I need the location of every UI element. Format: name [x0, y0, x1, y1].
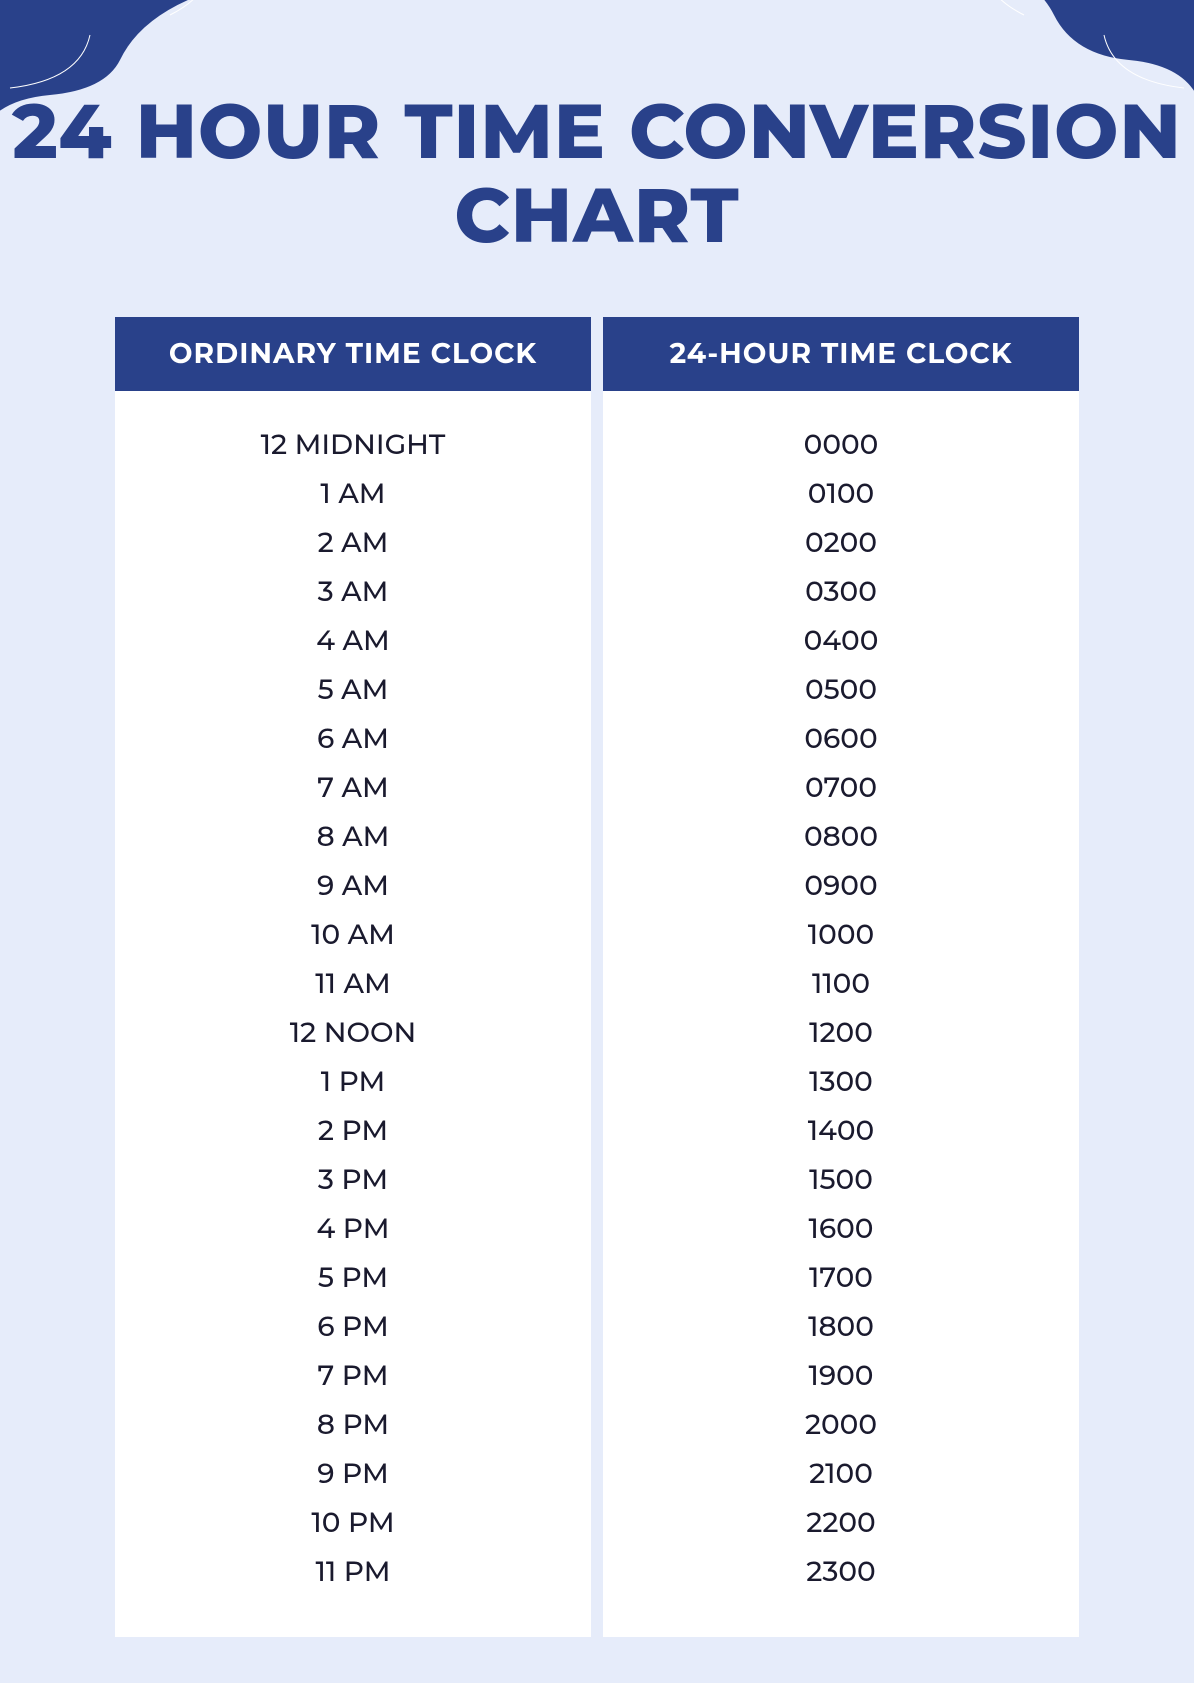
table-cell-ordinary: 11 AM: [135, 960, 571, 1009]
table-cell-military: 2200: [623, 1499, 1059, 1548]
table-cell-ordinary: 6 AM: [135, 715, 571, 764]
column-body-ordinary: 12 MIDNIGHT1 AM2 AM3 AM4 AM5 AM6 AM7 AM8…: [115, 391, 591, 1637]
table-cell-ordinary: 1 AM: [135, 470, 571, 519]
table-cell-military: 2000: [623, 1401, 1059, 1450]
table-cell-military: 0700: [623, 764, 1059, 813]
conversion-table: ORDINARY TIME CLOCK 12 MIDNIGHT1 AM2 AM3…: [115, 317, 1079, 1637]
column-ordinary: ORDINARY TIME CLOCK 12 MIDNIGHT1 AM2 AM3…: [115, 317, 591, 1637]
table-cell-military: 1500: [623, 1156, 1059, 1205]
table-cell-ordinary: 10 PM: [135, 1499, 571, 1548]
table-cell-ordinary: 11 PM: [135, 1548, 571, 1597]
table-cell-military: 1800: [623, 1303, 1059, 1352]
decorative-blob-top-left: [0, 0, 260, 140]
table-cell-ordinary: 6 PM: [135, 1303, 571, 1352]
table-cell-military: 1100: [623, 960, 1059, 1009]
table-cell-ordinary: 3 AM: [135, 568, 571, 617]
table-cell-ordinary: 2 AM: [135, 519, 571, 568]
table-cell-military: 1900: [623, 1352, 1059, 1401]
table-cell-military: 0600: [623, 715, 1059, 764]
column-header-military: 24-HOUR TIME CLOCK: [603, 317, 1079, 391]
table-cell-military: 1000: [623, 911, 1059, 960]
table-cell-ordinary: 7 AM: [135, 764, 571, 813]
table-cell-military: 1700: [623, 1254, 1059, 1303]
column-military: 24-HOUR TIME CLOCK 000001000200030004000…: [603, 317, 1079, 1637]
table-cell-military: 1200: [623, 1009, 1059, 1058]
table-cell-military: 0400: [623, 617, 1059, 666]
table-cell-ordinary: 5 AM: [135, 666, 571, 715]
table-cell-military: 2100: [623, 1450, 1059, 1499]
column-body-military: 0000010002000300040005000600070008000900…: [603, 391, 1079, 1637]
table-cell-ordinary: 5 PM: [135, 1254, 571, 1303]
table-cell-military: 0200: [623, 519, 1059, 568]
table-cell-military: 1400: [623, 1107, 1059, 1156]
table-cell-military: 0800: [623, 813, 1059, 862]
decorative-blob-top-right: [934, 0, 1194, 140]
table-cell-ordinary: 12 NOON: [135, 1009, 571, 1058]
table-cell-ordinary: 8 AM: [135, 813, 571, 862]
table-cell-military: 0000: [623, 421, 1059, 470]
column-header-ordinary: ORDINARY TIME CLOCK: [115, 317, 591, 391]
table-cell-ordinary: 8 PM: [135, 1401, 571, 1450]
table-cell-military: 0100: [623, 470, 1059, 519]
table-cell-ordinary: 3 PM: [135, 1156, 571, 1205]
table-cell-ordinary: 1 PM: [135, 1058, 571, 1107]
table-cell-ordinary: 9 PM: [135, 1450, 571, 1499]
table-cell-ordinary: 2 PM: [135, 1107, 571, 1156]
table-cell-ordinary: 4 PM: [135, 1205, 571, 1254]
table-cell-military: 1300: [623, 1058, 1059, 1107]
table-cell-military: 2300: [623, 1548, 1059, 1597]
table-cell-military: 1600: [623, 1205, 1059, 1254]
table-cell-ordinary: 4 AM: [135, 617, 571, 666]
table-cell-military: 0300: [623, 568, 1059, 617]
table-cell-ordinary: 12 MIDNIGHT: [135, 421, 571, 470]
table-cell-military: 0900: [623, 862, 1059, 911]
table-cell-ordinary: 9 AM: [135, 862, 571, 911]
table-cell-ordinary: 7 PM: [135, 1352, 571, 1401]
table-cell-ordinary: 10 AM: [135, 911, 571, 960]
table-cell-military: 0500: [623, 666, 1059, 715]
